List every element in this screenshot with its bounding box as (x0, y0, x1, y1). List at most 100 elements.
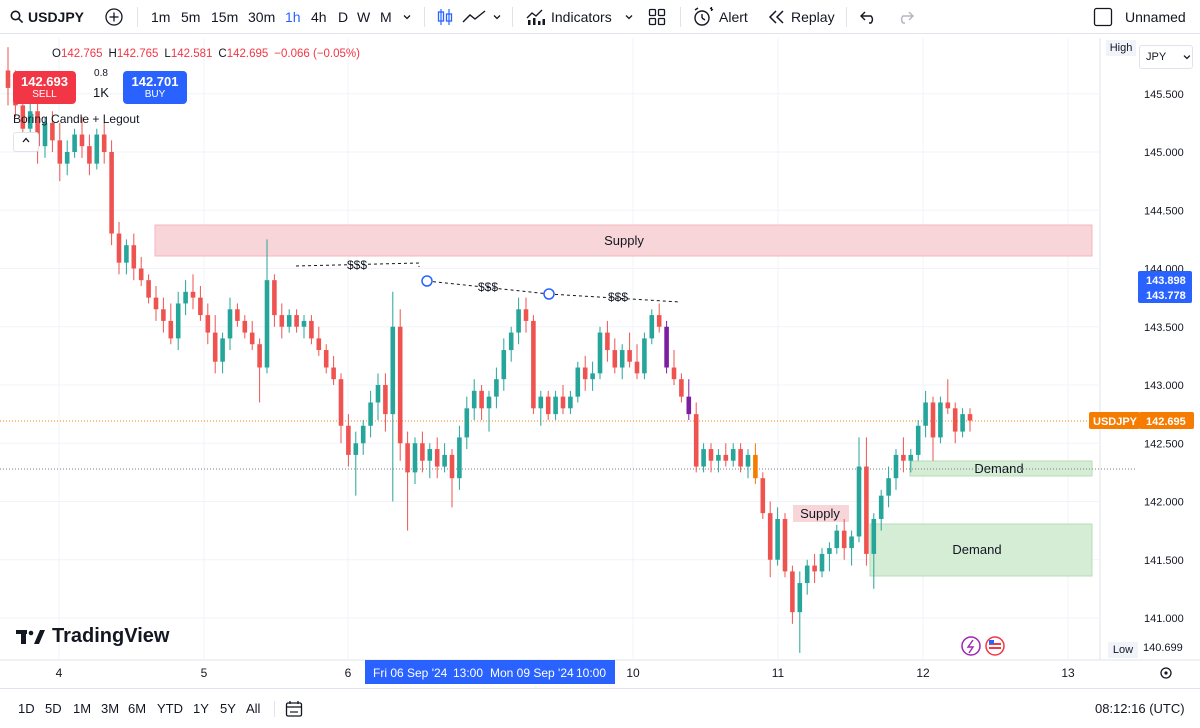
candle-body (183, 291, 188, 304)
timeframe-m[interactable]: M (380, 9, 392, 25)
range-5y[interactable]: 5Y (220, 701, 236, 716)
candle-body (316, 338, 322, 351)
candle-body (760, 478, 766, 514)
last-symbol-label: USDJPY (1093, 416, 1138, 428)
price-tick-label: 141.500 (1144, 555, 1184, 567)
candle-body (405, 443, 410, 473)
time-tick-label: 11 (772, 666, 785, 680)
range-1y[interactable]: 1Y (193, 701, 209, 716)
indicators-button[interactable]: Indicators (526, 0, 612, 34)
candle-body (442, 454, 447, 467)
collapse-legend-button[interactable] (13, 132, 39, 152)
candle-body (679, 379, 684, 397)
sell-price: 142.693 (21, 74, 68, 89)
price-axis-labels: 143.898 143.778 USDJPY 142.695 (1089, 271, 1194, 429)
price-axis[interactable]: 145.500145.000144.500144.000143.500143.0… (1144, 89, 1184, 625)
templates-button[interactable] (648, 0, 666, 34)
drawing-tool-button[interactable] (462, 0, 486, 34)
time-axis[interactable]: 4 5 6 10 11 12 13 (56, 666, 1075, 680)
candle-body (131, 245, 137, 269)
drawing-dropdown[interactable] (492, 0, 502, 34)
buy-label: BUY (144, 89, 166, 100)
buy-button[interactable]: 142.701 BUY (123, 71, 187, 104)
candle-body (138, 268, 144, 281)
candle-body (301, 320, 307, 327)
candle-body (397, 326, 403, 444)
supply-zone-main[interactable] (154, 224, 1093, 257)
undo-button[interactable] (860, 0, 878, 34)
symbol-search[interactable]: USDJPY (10, 0, 84, 34)
anchor-handle-1[interactable] (421, 275, 433, 287)
compare-button[interactable] (104, 0, 124, 34)
candle-body (538, 396, 544, 409)
high-value: 142.765 (116, 48, 159, 60)
candle-body (553, 396, 558, 415)
candle-body (309, 320, 314, 339)
candle-body (701, 449, 706, 467)
timeframe-w[interactable]: W (357, 9, 371, 25)
us-flag-icon[interactable] (985, 636, 1005, 656)
price-tick-label: 145.500 (1144, 89, 1184, 101)
demand-zone-lower[interactable] (869, 523, 1093, 577)
candle-body (279, 315, 285, 327)
timeframe-4h[interactable]: 4h (311, 9, 327, 25)
candle-body (20, 105, 26, 129)
chart-type-button[interactable] (436, 0, 454, 34)
indicators-dropdown[interactable] (624, 0, 634, 34)
candle-body (827, 548, 832, 554)
liquidity-line-2[interactable] (426, 280, 550, 295)
candle-body (190, 291, 196, 298)
time-axis-range: Fri 06 Sep '24 13:00 Mon 09 Sep '24 10:0… (365, 660, 615, 684)
indicator-name[interactable]: Boring Candle + Legout (13, 112, 140, 126)
alert-button[interactable]: Alert (692, 0, 748, 34)
timeframe-5m[interactable]: 5m (181, 9, 201, 25)
candle-body (353, 443, 359, 455)
candle-body (923, 402, 928, 426)
candle-body (175, 303, 181, 339)
currency-select[interactable]: JPY (1139, 45, 1193, 69)
candle-body (797, 583, 803, 613)
anchor-handle-2[interactable] (543, 288, 555, 300)
liquidity-line-3[interactable] (548, 293, 681, 303)
timeframe-1h[interactable]: 1h (285, 9, 301, 25)
candle-body (242, 320, 248, 333)
range-all[interactable]: All (246, 701, 261, 716)
timeframe-1m[interactable]: 1m (151, 9, 171, 25)
alert-label: Alert (719, 9, 748, 25)
redo-button[interactable] (896, 0, 914, 34)
sell-button[interactable]: 142.693 SELL (13, 71, 76, 104)
tradingview-logo[interactable]: TradingView (16, 625, 169, 648)
timeframe-d[interactable]: D (338, 9, 349, 25)
price-tick-label: 143.500 (1144, 322, 1184, 334)
supply-zone-small[interactable] (793, 505, 849, 522)
clock[interactable]: 08:12:16 (UTC) (1095, 701, 1185, 716)
high-flag: High (1106, 40, 1136, 56)
range-ytd[interactable]: YTD (157, 701, 183, 716)
timeframe-30m[interactable]: 30m (248, 9, 276, 25)
timeframe-15m[interactable]: 15m (211, 9, 239, 25)
gear-icon[interactable] (1160, 667, 1172, 679)
candle-body (767, 513, 773, 560)
candle-body (79, 134, 85, 147)
candle-body (198, 297, 203, 316)
symbol-name: USDJPY (28, 9, 85, 25)
candle-body (286, 315, 292, 327)
last-price-value: 142.695 (1146, 416, 1186, 428)
quantity-value[interactable]: 1K (93, 85, 109, 100)
range-6m[interactable]: 6M (128, 701, 147, 716)
candle-body (368, 402, 373, 426)
range-1d[interactable]: 1D (18, 701, 35, 716)
settings-gear[interactable] (1160, 667, 1172, 679)
range-5d[interactable]: 5D (45, 701, 62, 716)
range-1m[interactable]: 1M (73, 701, 92, 716)
replay-button[interactable]: Replay (768, 0, 835, 34)
timeframe-dropdown[interactable] (402, 0, 412, 34)
price-tick-label: 145.000 (1144, 147, 1184, 159)
candle-body (146, 280, 151, 298)
layout-button[interactable]: Unnamed (1093, 0, 1186, 34)
lightning-icon[interactable] (961, 636, 981, 656)
candle-body (730, 449, 736, 461)
range-3m[interactable]: 3M (101, 701, 120, 716)
date-range-button[interactable] (285, 689, 303, 728)
